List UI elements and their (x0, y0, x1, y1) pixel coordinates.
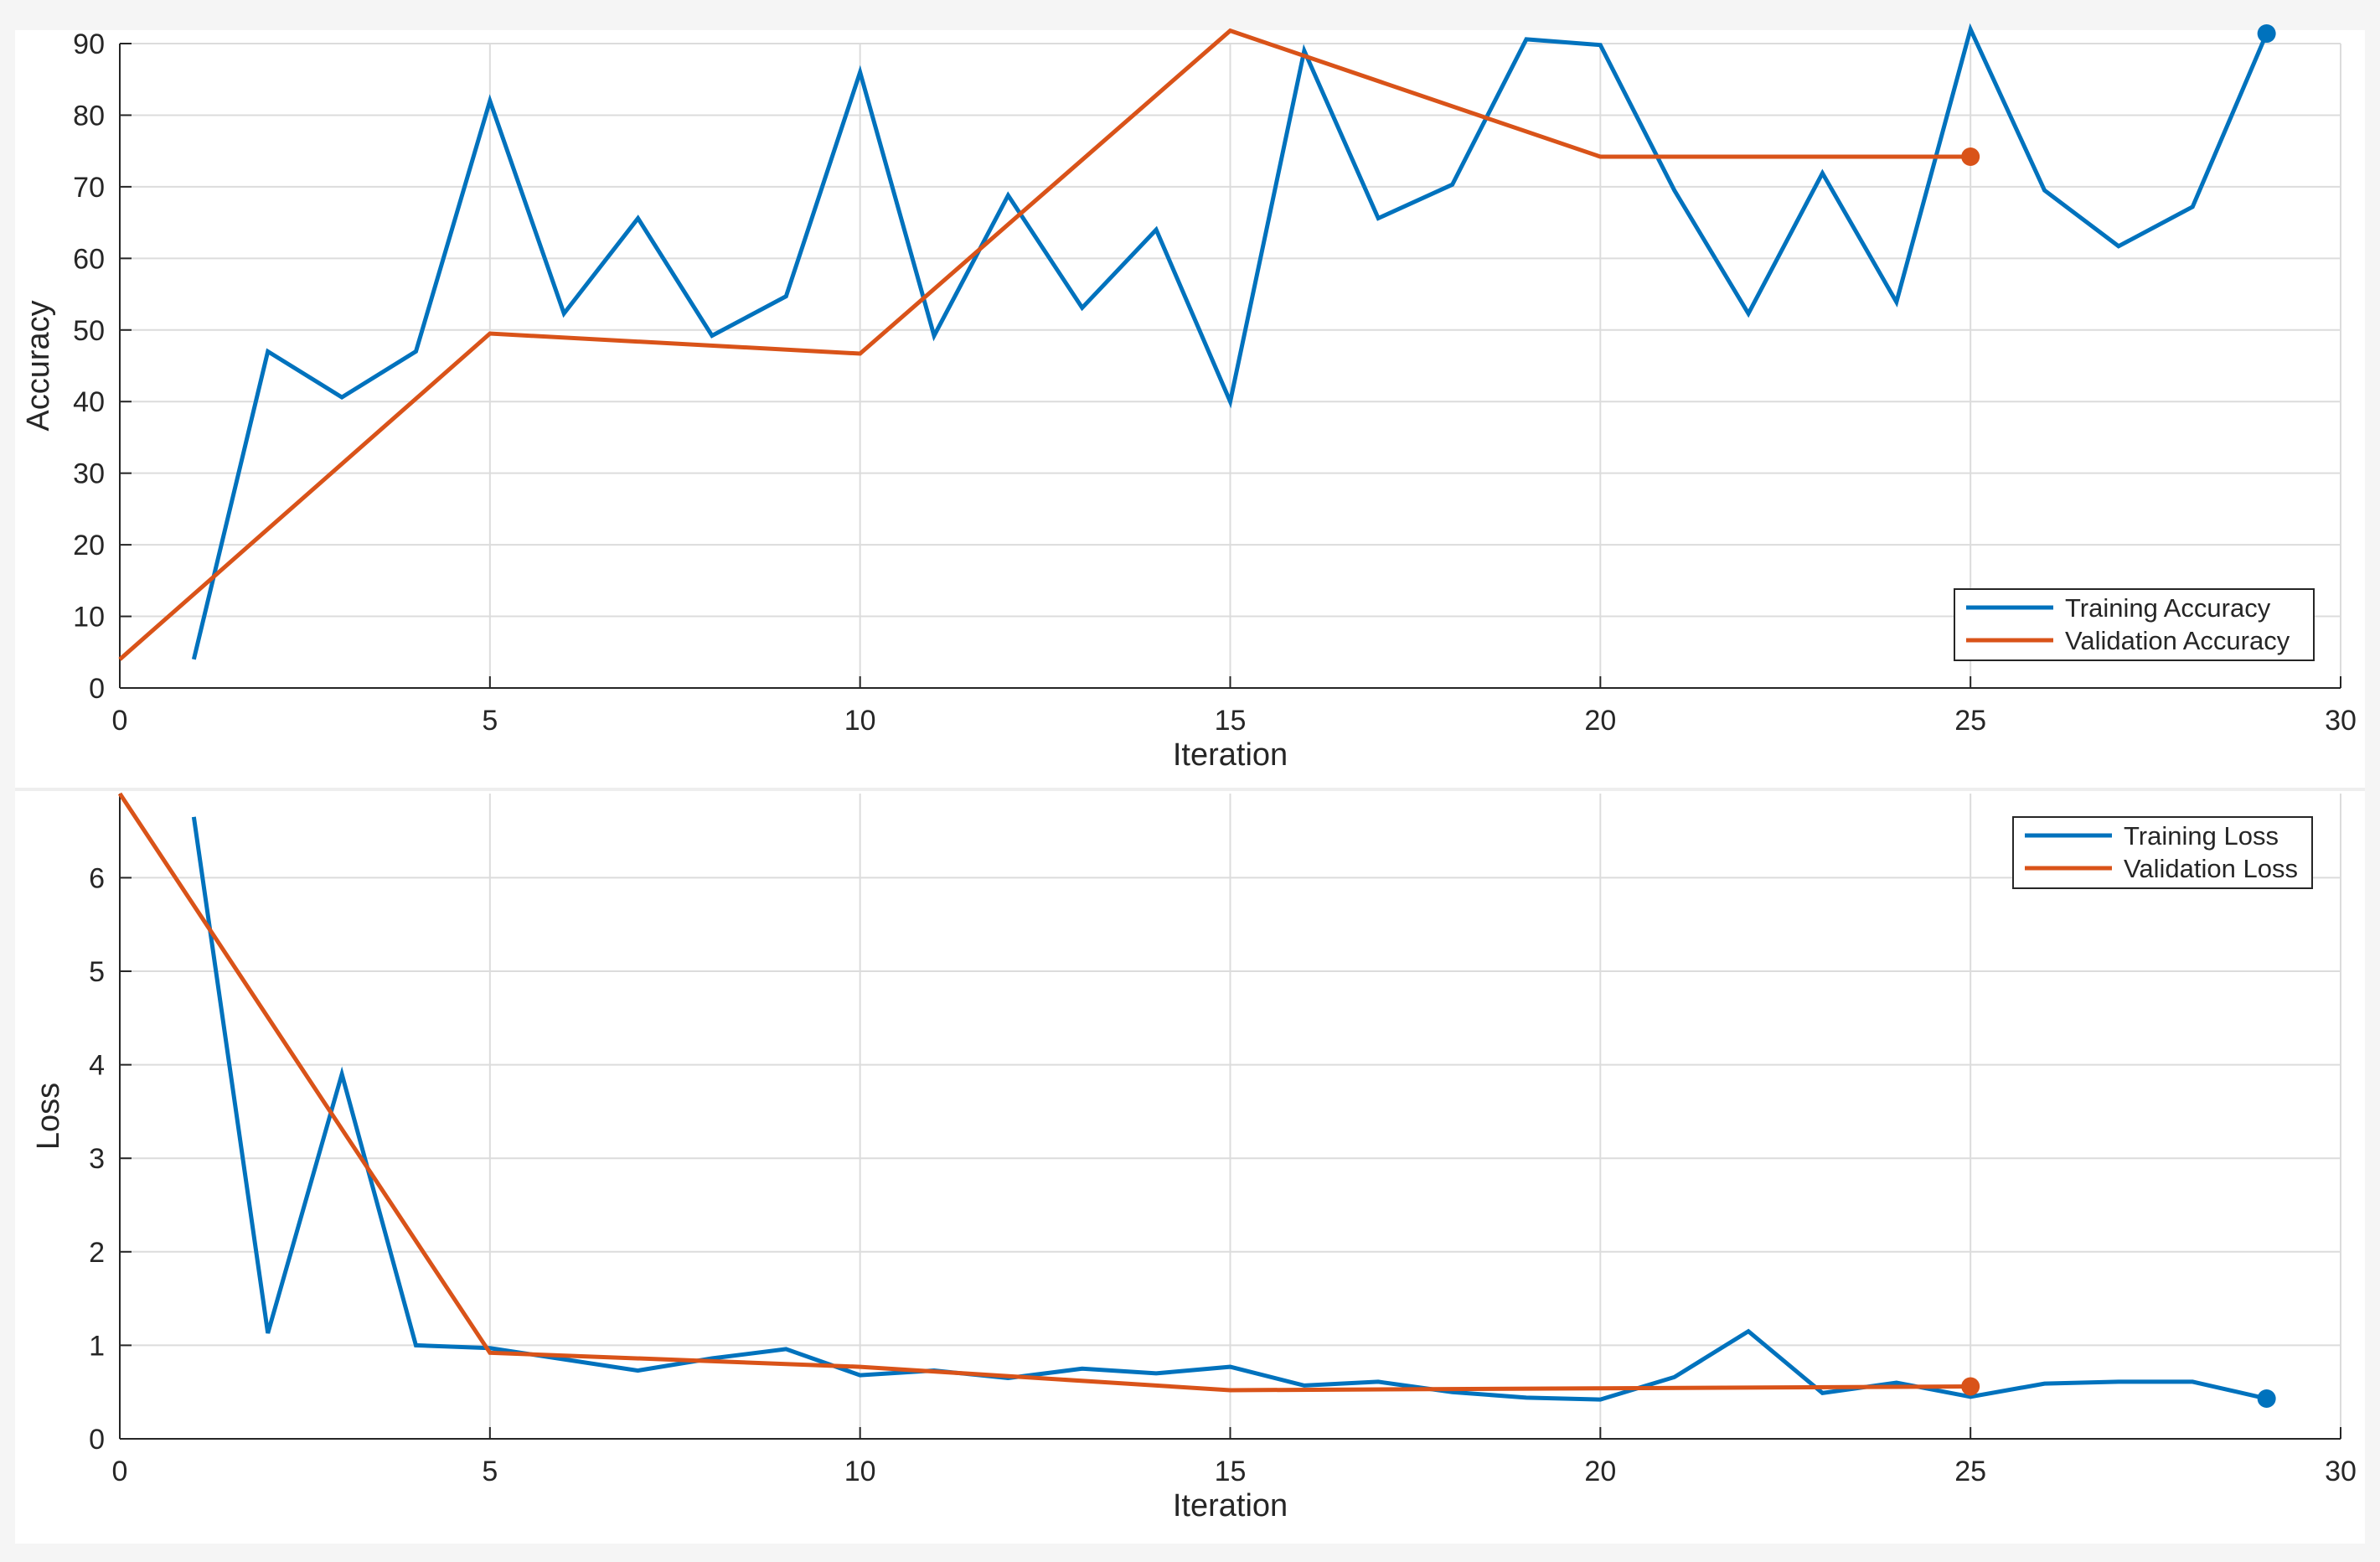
y-tick-label: 1 (89, 1330, 105, 1362)
x-tick-label: 20 (1584, 705, 1616, 737)
y-tick-label: 40 (73, 386, 105, 418)
validation-loss-line (117, 792, 1971, 1393)
x-tick-label: 20 (1584, 1456, 1616, 1487)
x-tick-label: 5 (482, 705, 498, 737)
validation-accuracy-line (118, 28, 1971, 661)
loss-chart: 0 5 10 15 20 25 30 0 1 2 3 4 5 6 Iteration Loss Training… (15, 791, 2365, 1544)
y-tick-label: 2 (89, 1237, 105, 1269)
chart-background (15, 791, 2365, 1544)
x-tick-label: 5 (482, 1456, 498, 1487)
y-tick-label: 60 (73, 243, 105, 275)
x-tick-label: 30 (2325, 1456, 2357, 1487)
y-tick-label: 6 (89, 862, 105, 894)
chart-background (15, 30, 2365, 788)
x-tick-label: 25 (1954, 1456, 1986, 1487)
x-tick-label: 10 (844, 705, 876, 737)
x-tick-label: 0 (112, 1456, 128, 1487)
y-tick-label: 5 (89, 956, 105, 988)
legend: Training Accuracy Validation Accuracy (1954, 588, 2315, 661)
y-tick-label: 50 (73, 315, 105, 347)
validation-accuracy-legend-label: Validation Accuracy (2065, 626, 2290, 655)
y-tick-label: 0 (89, 1424, 105, 1456)
y-tick-label: 30 (73, 458, 105, 490)
validation-loss-legend-label: Validation Loss (2124, 854, 2298, 883)
validation-accuracy-end-marker (1961, 147, 1980, 167)
x-tick-label: 10 (844, 1456, 876, 1487)
legend-box (1954, 588, 2315, 661)
y-axis-label: Loss (31, 1083, 66, 1150)
training-loss-legend-label: Training Loss (2124, 821, 2279, 851)
x-tick-label: 15 (1215, 705, 1247, 737)
y-tick-label: 80 (73, 100, 105, 132)
y-axis-label: Accuracy (21, 300, 56, 431)
y-tick-label: 10 (73, 602, 105, 634)
accuracy-chart: 0 5 10 15 20 25 30 0 10 20 30 40 50 60 70 80 90 Iteration… (15, 23, 2365, 788)
legend-box (2012, 816, 2313, 889)
y-tick-label: 4 (89, 1050, 105, 1082)
x-axis-label: Iteration (1173, 1488, 1288, 1523)
x-tick-label: 25 (1954, 705, 1986, 737)
y-tick-label: 70 (73, 172, 105, 204)
x-axis-label: Iteration (1173, 737, 1288, 773)
x-tick-label: 0 (112, 705, 128, 737)
validation-loss-end-marker (1961, 1377, 1980, 1396)
x-tick-label: 30 (2325, 705, 2357, 737)
y-tick-label: 0 (89, 673, 105, 705)
y-tick-label: 90 (73, 28, 105, 60)
training-accuracy-legend-label: Training Accuracy (2065, 593, 2271, 623)
x-tick-label: 15 (1215, 1456, 1247, 1487)
training-accuracy-end-marker (2257, 24, 2276, 44)
y-tick-label: 20 (73, 530, 105, 561)
legend: Training Loss Validation Loss (2012, 816, 2313, 889)
y-tick-label: 3 (89, 1143, 105, 1175)
training-loss-end-marker (2257, 1389, 2276, 1409)
training-accuracy-line (191, 23, 2269, 660)
